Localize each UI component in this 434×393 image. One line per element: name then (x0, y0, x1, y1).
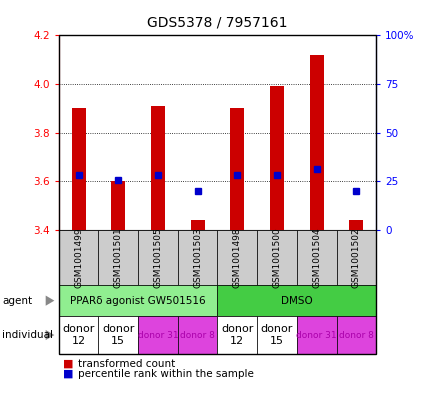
Text: donor 31: donor 31 (296, 331, 336, 340)
Bar (309, 55, 323, 230)
Bar (349, 220, 362, 230)
Text: GSM1001499: GSM1001499 (74, 227, 83, 288)
Text: GDS5378 / 7957161: GDS5378 / 7957161 (147, 16, 287, 30)
Text: GSM1001504: GSM1001504 (312, 227, 320, 288)
Bar (190, 220, 204, 230)
Bar (72, 108, 85, 230)
Text: percentile rank within the sample: percentile rank within the sample (78, 369, 253, 379)
Text: individual: individual (2, 330, 53, 340)
Bar (270, 86, 283, 230)
Text: GSM1001503: GSM1001503 (193, 227, 202, 288)
Text: GSM1001505: GSM1001505 (153, 227, 162, 288)
Text: donor 8: donor 8 (338, 331, 373, 340)
Text: GSM1001501: GSM1001501 (114, 227, 122, 288)
Text: donor 31: donor 31 (137, 331, 178, 340)
Bar (151, 106, 164, 230)
Text: ■: ■ (63, 369, 73, 379)
Text: ■: ■ (63, 358, 73, 369)
Text: GSM1001500: GSM1001500 (272, 227, 281, 288)
Text: donor
12: donor 12 (220, 324, 253, 346)
Bar (230, 108, 244, 230)
Text: transformed count: transformed count (78, 358, 175, 369)
Text: GSM1001502: GSM1001502 (351, 227, 360, 288)
Text: GSM1001498: GSM1001498 (232, 227, 241, 288)
Text: donor
15: donor 15 (260, 324, 293, 346)
Text: donor
15: donor 15 (102, 324, 134, 346)
Text: agent: agent (2, 296, 32, 306)
Text: donor
12: donor 12 (62, 324, 95, 346)
Bar (111, 181, 125, 230)
Text: donor 8: donor 8 (180, 331, 214, 340)
Text: DMSO: DMSO (280, 296, 312, 306)
Text: PPARδ agonist GW501516: PPARδ agonist GW501516 (70, 296, 205, 306)
